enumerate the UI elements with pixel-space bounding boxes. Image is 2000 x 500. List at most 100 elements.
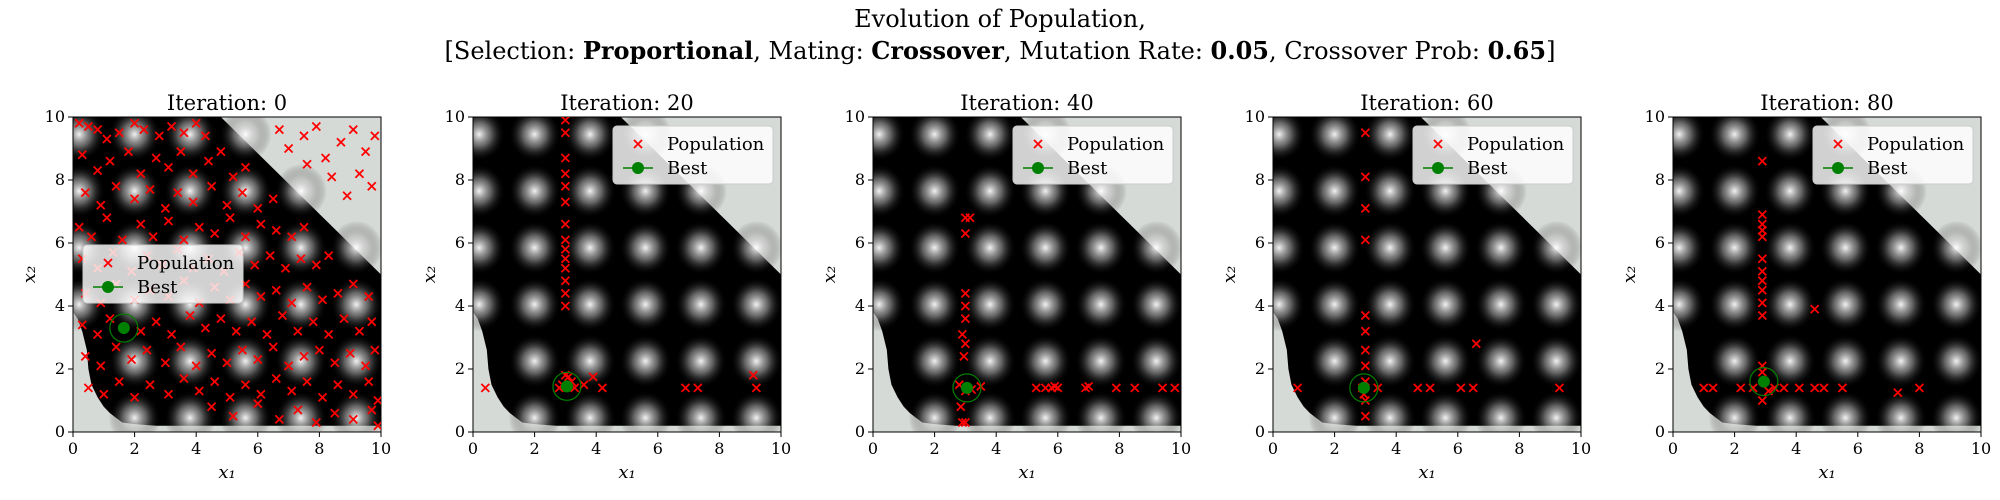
y-axis-label: x₂ — [19, 266, 40, 283]
landscape-peak — [1074, 277, 1127, 332]
population-point — [114, 376, 124, 387]
x-tick-label: 4 — [1391, 439, 1401, 458]
data-layer — [952, 213, 1180, 428]
landscape-peak — [1130, 334, 1181, 389]
population-point — [102, 213, 112, 223]
landscape-peak — [564, 220, 617, 275]
subplot-title: Iteration: 40 — [960, 91, 1094, 115]
landscape-peak — [1419, 334, 1472, 389]
population-point — [105, 313, 115, 324]
legend: Population Best — [1412, 125, 1574, 185]
x-tick-label: 6 — [653, 439, 663, 458]
landscape-peak — [1708, 164, 1761, 219]
title-segment: 0.65 — [1487, 36, 1547, 65]
landscape-peak — [219, 164, 272, 219]
legend-population-marker — [1033, 139, 1043, 149]
landscape-peak — [1474, 220, 1527, 275]
y-tick-label: 4 — [855, 296, 865, 315]
population-point — [139, 124, 149, 135]
landscape-peak — [330, 220, 381, 275]
population-point — [563, 372, 574, 382]
landscape-peak — [1673, 277, 1706, 332]
y-tick-label: 4 — [1655, 296, 1665, 315]
x-tick-label: 4 — [991, 439, 1001, 458]
population-point — [200, 131, 211, 141]
population-point — [163, 162, 174, 173]
landscape-peak — [1308, 164, 1361, 219]
landscape-peak — [564, 117, 617, 162]
population-point — [333, 380, 343, 390]
population-point — [367, 181, 377, 191]
population-point — [111, 342, 121, 352]
landscape-peak — [473, 164, 506, 219]
population-point — [80, 187, 90, 198]
population-point — [330, 408, 340, 418]
landscape-peak — [1874, 220, 1927, 275]
y-tick-label: 0 — [855, 422, 865, 441]
data-layer — [480, 117, 761, 401]
x-tick-label: 0 — [1268, 439, 1278, 458]
x-tick-label: 2 — [930, 439, 940, 458]
population-point — [262, 329, 272, 339]
landscape-peak — [1074, 220, 1127, 275]
population-point — [240, 162, 251, 173]
landscape-peak — [674, 277, 727, 332]
population-point — [228, 411, 238, 421]
population-point — [83, 121, 94, 132]
landscape-peak — [1364, 390, 1417, 432]
subplot-1: 0 2 4 6 8 10 0 2 4 6 8 10 x₁ x₂ Iteration: 20 Populatio… — [419, 91, 791, 483]
population-point — [287, 232, 297, 242]
population-point — [77, 150, 87, 160]
population-point — [1360, 128, 1371, 138]
population-point — [280, 263, 291, 273]
population-point — [751, 383, 761, 393]
y-tick-label: 2 — [1655, 359, 1665, 378]
population-point — [191, 361, 201, 371]
landscape-peak — [1708, 117, 1761, 162]
landscape-peak — [564, 164, 617, 219]
legend-best-label: Best — [1467, 158, 1508, 179]
y-tick-label: 8 — [55, 170, 65, 189]
landscape-peak — [1130, 390, 1181, 432]
population-point — [348, 414, 358, 425]
population-point — [111, 181, 121, 191]
landscape-peak — [619, 334, 672, 389]
x-tick-label: 6 — [253, 439, 263, 458]
landscape-peak — [1930, 220, 1981, 275]
population-point — [693, 383, 703, 393]
legend-best-marker — [1032, 162, 1044, 174]
population-point — [957, 417, 967, 428]
population-point — [302, 282, 312, 292]
best-point — [1757, 375, 1770, 388]
landscape-peak — [1708, 220, 1761, 275]
population-point — [373, 421, 381, 431]
legend-best-label: Best — [667, 158, 708, 179]
population-point — [560, 254, 571, 264]
population-point — [1083, 381, 1094, 391]
population-point — [77, 320, 87, 330]
landscape-peak — [1419, 390, 1472, 432]
landscape-peak — [1364, 164, 1417, 219]
landscape-peak — [1764, 277, 1817, 332]
population-point — [336, 137, 346, 147]
y-tick-label: 6 — [55, 233, 65, 252]
population-point — [225, 392, 235, 402]
landscape-peak — [619, 277, 672, 332]
legend-population-marker — [1433, 139, 1443, 149]
population-point — [960, 313, 971, 324]
population-point — [206, 181, 217, 191]
population-point — [86, 232, 97, 242]
subplot-3: 0 2 4 6 8 10 0 2 4 6 8 10 x₁ x₂ Iteration: 60 Populatio… — [1219, 91, 1591, 483]
population-point — [1757, 310, 1767, 321]
x-tick-label: 0 — [68, 439, 78, 458]
landscape-peak — [164, 164, 217, 219]
landscape-peak — [1419, 220, 1472, 275]
population-point — [185, 310, 195, 321]
population-point — [957, 329, 967, 339]
landscape-peak — [1130, 220, 1181, 275]
population-point — [256, 291, 266, 302]
data-layer — [1293, 128, 1565, 421]
population-point — [324, 329, 334, 339]
population-point — [225, 213, 235, 223]
landscape-peak — [1530, 334, 1581, 389]
